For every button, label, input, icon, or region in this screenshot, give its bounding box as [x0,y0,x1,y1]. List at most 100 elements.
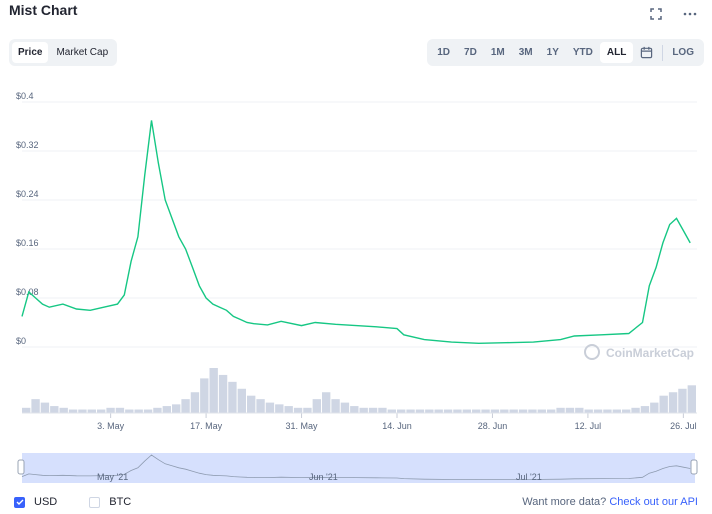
navigator-label: Jul '21 [516,472,542,482]
volume-bar [434,409,443,413]
y-tick-label: $0.32 [16,140,39,150]
volume-bar [106,407,115,413]
x-tick-label: 26. Jul [670,421,697,431]
y-tick-label: $0.08 [16,287,39,297]
volume-bar [631,407,640,413]
volume-bar [97,409,106,413]
volume-bar [22,407,31,413]
api-link[interactable]: Check out our API [609,496,698,508]
fullscreen-icon[interactable] [648,6,664,22]
volume-bar [378,407,387,413]
price-chart[interactable]: $0 $0.08 $0.16 $0.24 $0.32 $0.4 CoinMarketCap… [0,0,712,490]
volume-bar [565,407,575,413]
volume-bar [209,368,218,413]
volume-bar [134,409,143,413]
volume-bar [650,402,659,413]
volume-bar [443,409,453,413]
usd-checkbox[interactable] [14,496,25,508]
volume-bar [237,388,246,413]
footer: USD BTC Want more data? Check out our AP… [14,496,698,508]
volume-bar [31,399,40,413]
volume-bar [640,406,650,413]
volume-bar [668,392,678,413]
volume-bar [593,409,603,413]
volume-bar [612,409,621,413]
volume-bar [228,381,237,413]
volume-bar [687,385,696,413]
volume-bar [247,395,256,413]
navigator-left-handle[interactable] [17,459,25,475]
x-tick-label: 14. Jun [382,421,412,431]
y-tick-label: $0.4 [16,91,34,101]
volume-bar [359,407,368,413]
volume-bar [518,409,528,413]
volume-bar [153,407,162,413]
range-navigator: May '21 Jun '21 Jul '21 [17,453,698,483]
volume-bar [331,399,340,413]
x-tick-label: 3. May [97,421,125,431]
navigator-label: May '21 [97,472,128,482]
y-tick-label: $0 [16,336,26,346]
volume-bar [678,388,687,413]
y-tick-label: $0.24 [16,189,39,199]
btc-checkbox[interactable] [89,496,101,508]
volume-bar [303,407,312,413]
range-all-button[interactable]: ALL [599,42,634,63]
range-3m-button[interactable]: 3M [518,47,533,58]
volume-bar [425,409,434,413]
volume-bar [218,374,228,413]
volume-bar [659,395,668,413]
volume-bar [350,406,359,413]
volume-bar [181,399,190,413]
volume-bar [68,409,78,413]
x-tick-label: 12. Jul [575,421,602,431]
range-1d-button[interactable]: 1D [437,47,451,58]
volume-bar [265,402,275,413]
volume-bar [368,407,378,413]
range-1m-button[interactable]: 1M [490,47,505,58]
volume-bar [284,406,293,413]
api-promo: Want more data? Check out our API [522,496,698,508]
watermark-text: CoinMarketCap [606,346,694,360]
chart-type-toggle: Price Market Cap [9,39,118,66]
api-text: Want more data? [522,496,607,508]
volume-bar [556,407,565,413]
check-icon [16,499,23,505]
navigator-label: Jun '21 [309,472,338,482]
range-7d-button[interactable]: 7D [464,47,477,58]
page-title: Mist Chart [9,2,78,18]
range-1y-button[interactable]: 1Y [546,47,559,58]
volume-bar [537,409,546,413]
calendar-button[interactable] [633,42,660,63]
watermark: CoinMarketCap [584,344,694,360]
volume-bar [528,409,537,413]
volume-bar [172,404,181,413]
volume-bar [406,409,415,413]
y-axis-ticks: $0 $0.08 $0.16 $0.24 $0.32 $0.4 [16,91,39,346]
log-scale-button[interactable]: LOG [672,47,694,58]
range-ytd-button[interactable]: YTD [572,47,593,58]
volume-bar [125,409,134,413]
volume-bar [453,409,462,413]
volume-bar [584,409,593,413]
volume-bar [500,409,509,413]
volume-bar [275,404,284,413]
volume-bar [293,407,303,413]
volume-bar [256,399,265,413]
navigator-right-handle[interactable] [690,459,698,475]
x-tick-label: 31. May [286,421,319,431]
volume-bar [472,409,481,413]
volume-bar [50,406,59,413]
volume-bar [78,409,87,413]
more-icon[interactable] [682,6,698,22]
time-range-selector: 1D 7D 1M 3M 1Y YTD ALL LOG [427,39,704,66]
market-cap-tab[interactable]: Market Cap [56,47,109,58]
volume-bar [397,409,406,413]
x-tick-label: 28. Jun [478,421,508,431]
price-tab[interactable]: Price [12,42,49,63]
volume-bar [200,378,209,413]
chart-grid [22,101,697,348]
coinmarketcap-logo-icon [584,344,600,360]
volume-bars [22,368,696,413]
volume-bar [190,392,200,413]
